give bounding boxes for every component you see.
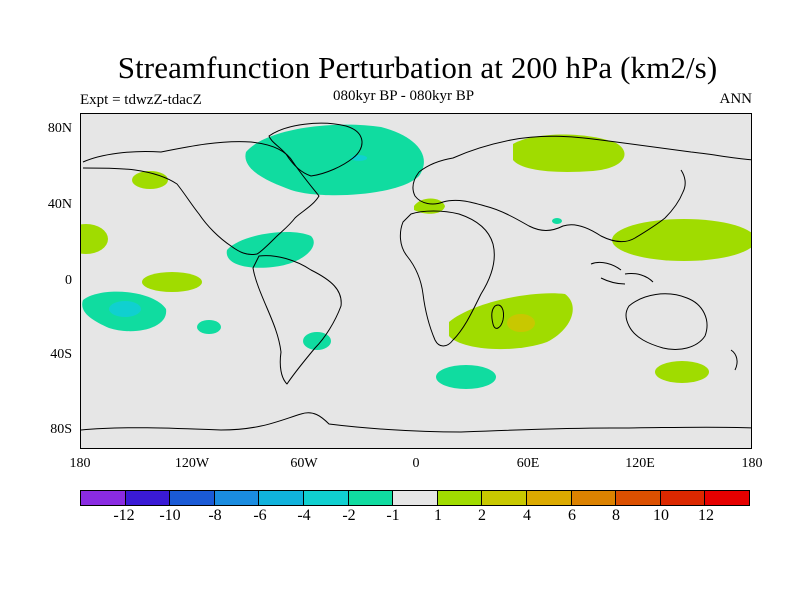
- colorbar-cell: [437, 491, 483, 505]
- colorbar-label: 2: [478, 507, 486, 524]
- colorbar-cell: [81, 491, 126, 505]
- madagascar-core-positive: [507, 314, 535, 332]
- colorbar-cell: [259, 491, 304, 505]
- central-pacific-positive: [142, 272, 202, 292]
- arabian-positive-blob: [552, 218, 562, 224]
- south-america-negative: [303, 332, 331, 350]
- new-zealand-coast: [730, 349, 738, 371]
- east-asia-positive-region: [612, 219, 751, 261]
- colorbar-label: -12: [113, 507, 135, 524]
- greenland-coast: [268, 122, 363, 177]
- europe-positive-region: [414, 198, 445, 214]
- lon-tick-180w: 180: [69, 456, 91, 471]
- madagascar-coast: [491, 304, 504, 329]
- colorbar-label: 1: [434, 507, 442, 524]
- south-atlantic-negative: [436, 365, 496, 389]
- lat-tick-40n: 40N: [47, 197, 72, 212]
- colorbar-label: 10: [653, 507, 669, 524]
- colorbar-label: 8: [612, 507, 620, 524]
- south-america-coast: [252, 255, 342, 385]
- colorbar-cell: [125, 491, 171, 505]
- indonesia-coast: [590, 261, 654, 285]
- colorbar-cell: [571, 491, 617, 505]
- colorbar-cell: [660, 491, 706, 505]
- lat-tick-80n: 80N: [47, 121, 72, 136]
- north-atlantic-negative-region: [245, 124, 424, 196]
- colorbar-label: 6: [568, 507, 576, 524]
- colorbar-cell: [482, 491, 527, 505]
- colorbar-cell: [616, 491, 661, 505]
- colorbar: [80, 490, 750, 506]
- lon-tick-0: 0: [412, 456, 420, 471]
- experiment-label: Expt = tdwzZ-tdacZ: [80, 92, 202, 108]
- lon-tick-60w: 60W: [290, 456, 318, 471]
- east-pacific-core-region: [109, 301, 141, 317]
- colorbar-label: -4: [297, 507, 311, 524]
- map-panel: [80, 113, 752, 449]
- colorbar-cell: [705, 491, 749, 505]
- lat-tick-0: 0: [65, 273, 72, 288]
- australia-coast: [625, 293, 708, 350]
- west-pacific-positive: [81, 224, 108, 254]
- season-label: ANN: [719, 91, 753, 107]
- siberia-positive-region: [513, 134, 625, 172]
- caribbean-negative-region: [226, 232, 314, 268]
- coastlines: [81, 122, 751, 433]
- lon-tick-180e: 180: [741, 456, 763, 471]
- world-map: [81, 114, 751, 448]
- colorbar-label: 4: [523, 507, 531, 524]
- southern-australia-positive: [655, 361, 709, 383]
- period-label: 080kyr BP - 080kyr BP: [333, 88, 475, 104]
- colorbar-cell: [393, 491, 438, 505]
- colorbar-label: -1: [386, 507, 400, 524]
- lon-tick-120w: 120W: [174, 456, 210, 471]
- lat-tick-80s: 80S: [50, 422, 72, 437]
- lon-tick-120e: 120E: [625, 456, 655, 471]
- colorbar-label: 12: [698, 507, 714, 524]
- colorbar-cell: [303, 491, 349, 505]
- colorbar-label: -6: [253, 507, 267, 524]
- south-pacific-small-negative: [197, 320, 221, 334]
- colorbar-label: -2: [342, 507, 356, 524]
- colorbar-label: -10: [159, 507, 181, 524]
- anomaly-fields: [81, 124, 751, 389]
- eurasia-coast: [412, 135, 751, 243]
- lat-tick-40s: 40S: [50, 347, 72, 362]
- lon-tick-60e: 60E: [516, 456, 540, 471]
- antarctica-coast: [81, 412, 751, 433]
- colorbar-cell: [214, 491, 260, 505]
- north-america-coast: [82, 141, 320, 255]
- africa-coast: [399, 210, 495, 347]
- plot-title: Streamfunction Perturbation at 200 hPa (…: [117, 50, 718, 85]
- north-pacific-positive: [132, 171, 168, 189]
- colorbar-cell: [526, 491, 572, 505]
- colorbar-cell: [348, 491, 394, 505]
- colorbar-label: -8: [208, 507, 222, 524]
- colorbar-cell: [170, 491, 215, 505]
